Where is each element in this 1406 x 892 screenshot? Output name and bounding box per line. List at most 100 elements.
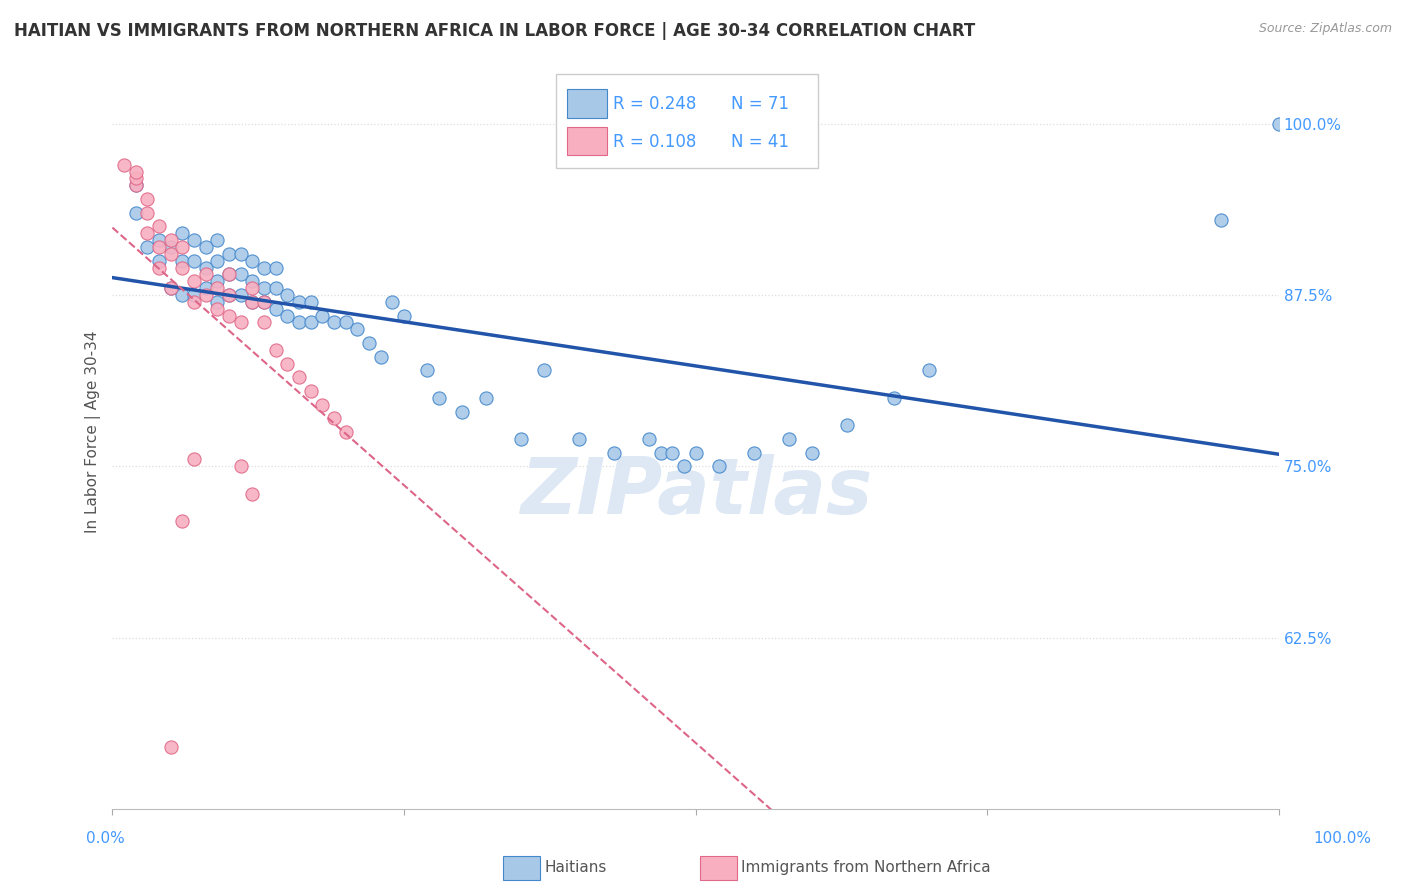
Point (638, 432, 661, 446)
Point (112, 158, 135, 172)
Text: 100.0%: 100.0% (1313, 831, 1372, 846)
Point (218, 288, 240, 302)
Point (183, 233, 205, 247)
Point (207, 253, 229, 268)
Point (335, 315, 357, 329)
Point (264, 281, 287, 295)
Text: 0.0%: 0.0% (86, 831, 125, 846)
Point (276, 357, 298, 371)
Point (159, 281, 181, 295)
Point (837, 418, 859, 433)
Point (801, 445, 824, 459)
Point (685, 445, 707, 459)
Point (148, 260, 170, 275)
Point (533, 363, 555, 377)
Point (229, 247, 252, 261)
Point (194, 288, 217, 302)
Point (1209, 212, 1232, 227)
Point (159, 740, 181, 755)
Text: N = 41: N = 41 (731, 133, 789, 151)
Point (207, 301, 229, 316)
Point (323, 411, 346, 425)
Point (253, 315, 276, 329)
Point (299, 384, 322, 398)
Point (218, 268, 240, 282)
Point (299, 294, 322, 309)
Point (392, 309, 415, 323)
Point (276, 309, 298, 323)
Point (253, 260, 276, 275)
Point (229, 459, 252, 474)
Point (474, 391, 496, 405)
Point (172, 514, 194, 528)
Point (172, 253, 194, 268)
Point (451, 404, 474, 418)
Point (742, 445, 765, 459)
Point (242, 294, 264, 309)
Text: HAITIAN VS IMMIGRANTS FROM NORTHERN AFRICA IN LABOR FORCE | AGE 30-34 CORRELATIO: HAITIAN VS IMMIGRANTS FROM NORTHERN AFRI… (14, 22, 976, 40)
Point (183, 253, 205, 268)
Point (183, 294, 205, 309)
Point (381, 294, 404, 309)
Point (253, 294, 276, 309)
Point (159, 247, 181, 261)
Point (288, 294, 311, 309)
Point (194, 281, 217, 295)
Point (1268, 117, 1291, 131)
Point (661, 445, 683, 459)
Point (509, 432, 531, 446)
Point (264, 260, 287, 275)
Point (148, 240, 170, 254)
Point (218, 247, 240, 261)
Point (183, 452, 205, 467)
Point (194, 268, 217, 282)
Point (229, 315, 252, 329)
Point (194, 240, 217, 254)
Point (778, 432, 800, 446)
Point (125, 171, 148, 186)
Point (172, 260, 194, 275)
Point (264, 343, 287, 357)
Point (311, 398, 333, 412)
Point (299, 315, 322, 329)
Point (207, 233, 229, 247)
FancyBboxPatch shape (568, 127, 607, 155)
Text: N = 71: N = 71 (731, 95, 789, 113)
Point (207, 294, 229, 309)
Point (370, 350, 392, 364)
Point (183, 274, 205, 288)
Point (159, 233, 181, 247)
Text: ZIPatlas: ZIPatlas (520, 454, 872, 531)
Point (125, 178, 148, 193)
Point (159, 281, 181, 295)
Point (148, 233, 170, 247)
Point (918, 363, 941, 377)
Point (218, 268, 240, 282)
Point (416, 363, 439, 377)
Text: Haitians: Haitians (544, 861, 606, 875)
Text: Source: ZipAtlas.com: Source: ZipAtlas.com (1258, 22, 1392, 36)
Point (707, 459, 730, 474)
Point (183, 288, 205, 302)
Point (172, 288, 194, 302)
Point (276, 288, 298, 302)
Point (172, 240, 194, 254)
Point (311, 309, 333, 323)
Text: R = 0.108: R = 0.108 (613, 133, 696, 151)
Point (148, 253, 170, 268)
Point (603, 445, 626, 459)
Point (136, 240, 159, 254)
Point (218, 288, 240, 302)
Point (229, 288, 252, 302)
Point (136, 192, 159, 206)
Point (159, 240, 181, 254)
Point (264, 301, 287, 316)
Point (346, 322, 368, 336)
Text: Immigrants from Northern Africa: Immigrants from Northern Africa (741, 861, 991, 875)
Point (148, 219, 170, 234)
Point (672, 459, 695, 474)
Point (207, 281, 229, 295)
Point (323, 315, 346, 329)
Point (288, 370, 311, 384)
Point (136, 227, 159, 241)
